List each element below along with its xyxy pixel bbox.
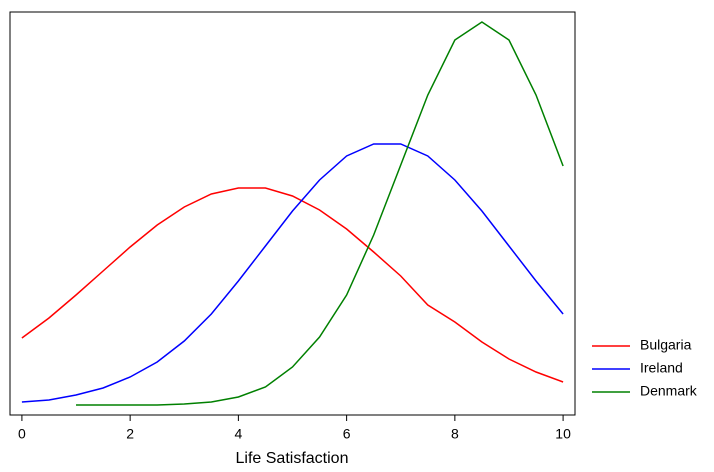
x-tick-label: 4 (234, 426, 242, 442)
plot-frame (9, 11, 576, 416)
line (21, 143, 564, 403)
x-tick-label: 0 (18, 426, 26, 442)
x-tick-label: 8 (451, 426, 459, 442)
x-tick-label: 10 (555, 426, 571, 442)
x-tick-label: 2 (126, 426, 134, 442)
legend-label: Bulgaria (640, 337, 692, 353)
line (76, 21, 564, 406)
x-tick-label: 6 (343, 426, 351, 442)
line (21, 187, 564, 383)
legend-label: Ireland (640, 360, 683, 376)
legend-label: Denmark (640, 383, 698, 399)
x-axis-title: Life Satisfaction (236, 450, 349, 467)
